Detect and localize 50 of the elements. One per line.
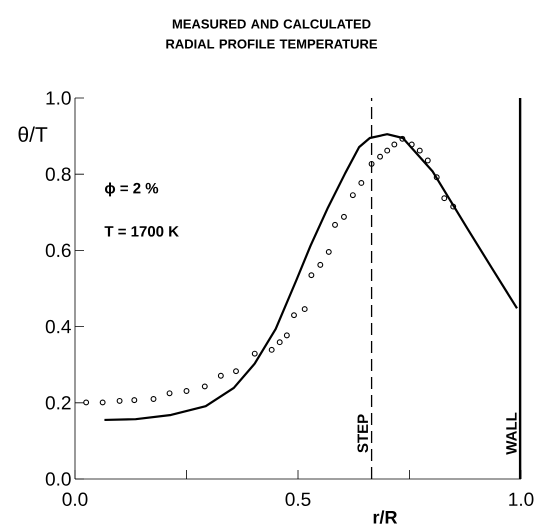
y-tick-label: 1.0 <box>46 91 71 105</box>
point <box>252 350 258 357</box>
point <box>332 222 338 228</box>
y-axis-title: θ/T <box>18 126 48 142</box>
point <box>399 136 406 142</box>
y-tick-label: 0.2 <box>46 396 71 410</box>
point <box>424 157 431 164</box>
point <box>276 339 283 346</box>
point <box>308 272 314 278</box>
point <box>233 368 239 374</box>
point <box>416 148 423 154</box>
point <box>166 390 173 396</box>
point <box>284 332 290 338</box>
point <box>291 312 297 318</box>
point <box>116 398 123 404</box>
x-tick-label: 0.0 <box>62 492 88 506</box>
y-tick-label: 0.8 <box>46 167 71 181</box>
chart-title: MEASURED AND CALCULATED RADIAL PROFILE TEMPERATURE <box>166 19 378 49</box>
ref-line-label: WALL <box>506 412 517 455</box>
point <box>391 141 398 148</box>
ref-line-label: STEP <box>357 414 368 453</box>
annotation: ϕ = 2 % <box>104 182 158 196</box>
point <box>434 174 440 180</box>
point <box>384 148 390 154</box>
x-tick-label: 0.5 <box>286 492 310 506</box>
point <box>368 160 375 167</box>
point <box>218 372 224 379</box>
point <box>100 399 106 406</box>
point <box>441 195 448 202</box>
y-tick-label: 0.0 <box>46 472 71 486</box>
y-tick-label: 0.6 <box>46 244 71 258</box>
annotation: T = 1700 K <box>104 226 179 237</box>
point <box>268 346 275 353</box>
point <box>350 192 356 198</box>
point <box>340 214 347 220</box>
x-axis-title: r/R <box>374 510 398 524</box>
point <box>317 262 324 268</box>
point <box>408 141 415 148</box>
point <box>450 204 456 210</box>
point <box>358 180 364 186</box>
point <box>131 397 138 404</box>
x-tick-label: 1.0 <box>509 492 534 506</box>
point <box>150 396 156 402</box>
point <box>184 388 190 394</box>
point <box>83 399 90 406</box>
point <box>377 154 384 160</box>
point <box>302 306 308 312</box>
point <box>202 383 208 390</box>
y-tick-label: 0.4 <box>46 320 71 334</box>
point <box>326 248 332 255</box>
